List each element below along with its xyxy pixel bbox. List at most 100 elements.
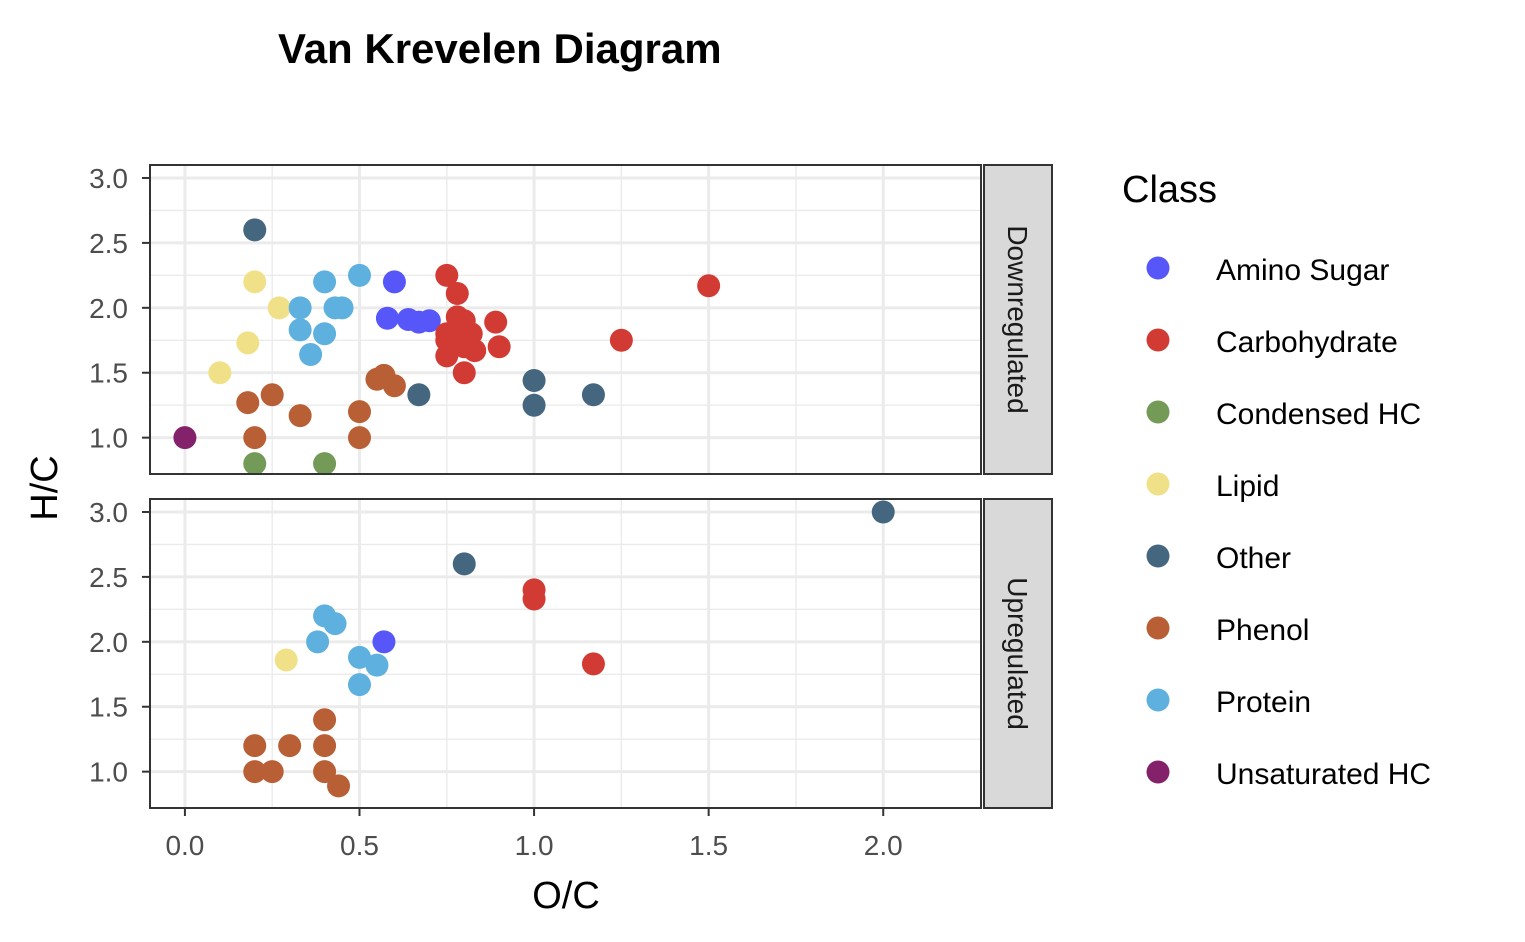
legend-items: Amino Sugar Carbohydrate Condensed HC Lipid… <box>1146 254 1431 791</box>
data-point-protein <box>288 318 312 342</box>
data-point-protein <box>323 612 347 636</box>
y-tick-label: 2.0 <box>89 293 128 324</box>
data-point-carbohydrate <box>435 344 459 368</box>
data-point-lipid <box>243 270 267 294</box>
y-tick-label: 3.0 <box>89 163 128 194</box>
legend-key <box>1146 256 1170 280</box>
data-point-carbohydrate <box>484 310 508 334</box>
facet-panels: 1.0 1.5 2.0 2.5 3.0 Downregulated 1.0 1.5 2.0 2.5… <box>89 163 1053 809</box>
data-point-protein <box>330 296 354 320</box>
legend-key <box>1146 544 1170 568</box>
data-point-phenol <box>260 760 284 784</box>
legend-label: Protein <box>1216 686 1311 719</box>
x-axis: 0.0 0.5 1.0 1.5 2.0 <box>165 808 903 861</box>
legend-item: Unsaturated HC <box>1146 758 1431 791</box>
data-point-phenol <box>260 383 284 407</box>
x-tick-label: 1.0 <box>515 830 554 861</box>
data-point-amino-sugar <box>382 270 406 294</box>
legend-item: Other <box>1146 542 1291 575</box>
data-point-phenol <box>382 374 406 398</box>
facet-strip-label: Downregulated <box>1002 225 1033 413</box>
y-tick-label: 2.5 <box>89 562 128 593</box>
data-point-lipid <box>274 648 298 672</box>
data-point-phenol <box>313 734 337 758</box>
legend-label: Other <box>1216 542 1291 575</box>
data-point-protein <box>347 263 371 287</box>
facet-strip <box>983 164 1053 475</box>
data-point-phenol <box>327 774 351 798</box>
legend-label: Phenol <box>1216 614 1309 647</box>
data-point-condensed-hc <box>243 452 267 476</box>
y-tick-label: 1.5 <box>89 692 128 723</box>
y-tick-label: 1.5 <box>89 358 128 389</box>
facet-panel-downregulated: 1.0 1.5 2.0 2.5 3.0 Downregulated <box>89 163 1053 476</box>
facet-strip <box>983 498 1053 809</box>
data-point-carbohydrate <box>697 274 721 298</box>
legend-item: Amino Sugar <box>1146 254 1389 287</box>
facet-panel-upregulated: 1.0 1.5 2.0 2.5 3.0 Upregulated <box>89 497 1053 809</box>
data-point-protein <box>347 645 371 669</box>
legend: Class Amino Sugar Carbohydrate Condensed H… <box>1122 169 1431 791</box>
legend-item: Protein <box>1146 686 1311 719</box>
legend-item: Lipid <box>1146 470 1279 503</box>
data-point-protein <box>365 653 389 677</box>
data-point-protein <box>306 630 330 654</box>
data-point-carbohydrate <box>452 361 476 385</box>
chart-title: Van Krevelen Diagram <box>278 25 722 72</box>
legend-label: Carbohydrate <box>1216 326 1398 359</box>
legend-item: Phenol <box>1146 614 1309 647</box>
legend-key <box>1146 328 1170 352</box>
y-tick-label: 2.5 <box>89 228 128 259</box>
x-tick-label: 2.0 <box>864 830 903 861</box>
data-point-protein <box>288 296 312 320</box>
data-point-phenol <box>243 734 267 758</box>
legend-label: Lipid <box>1216 470 1279 503</box>
legend-label: Amino Sugar <box>1216 254 1389 287</box>
x-tick-label: 1.5 <box>689 830 728 861</box>
data-point-carbohydrate <box>445 282 469 306</box>
data-point-phenol <box>288 404 312 428</box>
y-tick-label: 2.0 <box>89 627 128 658</box>
y-axis-title: H/C <box>24 455 66 520</box>
data-point-phenol <box>278 734 302 758</box>
data-point-carbohydrate <box>522 587 546 611</box>
data-point-lipid <box>236 331 260 355</box>
facet-strip-label: Upregulated <box>1002 577 1033 730</box>
data-point-phenol <box>347 400 371 424</box>
panel-background <box>150 165 981 474</box>
data-point-lipid <box>208 361 232 385</box>
legend-label: Unsaturated HC <box>1216 758 1431 791</box>
data-point-amino-sugar <box>375 306 399 330</box>
y-tick-label: 1.0 <box>89 757 128 788</box>
legend-key <box>1146 688 1170 712</box>
data-point-phenol <box>347 426 371 450</box>
legend-key <box>1146 472 1170 496</box>
data-point-amino-sugar <box>417 309 441 333</box>
x-axis-title: O/C <box>532 875 600 917</box>
data-point-amino-sugar <box>372 630 396 654</box>
data-point-other <box>522 369 546 393</box>
data-point-carbohydrate <box>487 335 511 359</box>
legend-label: Condensed HC <box>1216 398 1421 431</box>
data-point-protein <box>313 270 337 294</box>
x-tick-label: 0.0 <box>165 830 204 861</box>
data-point-protein <box>299 343 323 367</box>
data-point-condensed-hc <box>313 452 337 476</box>
data-point-carbohydrate <box>435 263 459 287</box>
data-point-protein <box>313 322 337 346</box>
data-point-phenol <box>313 760 337 784</box>
legend-key <box>1146 760 1170 784</box>
data-point-other <box>522 393 546 417</box>
panel-border <box>149 164 982 475</box>
legend-key <box>1146 616 1170 640</box>
data-point-carbohydrate <box>463 339 487 363</box>
data-point-unsaturated-hc <box>173 426 197 450</box>
legend-key <box>1146 400 1170 424</box>
data-point-phenol <box>236 391 260 415</box>
data-point-protein <box>347 673 371 697</box>
data-point-phenol <box>243 760 267 784</box>
data-point-other <box>871 500 895 524</box>
y-tick-label: 1.0 <box>89 423 128 454</box>
data-point-lipid <box>267 296 291 320</box>
data-point-other <box>243 218 267 242</box>
